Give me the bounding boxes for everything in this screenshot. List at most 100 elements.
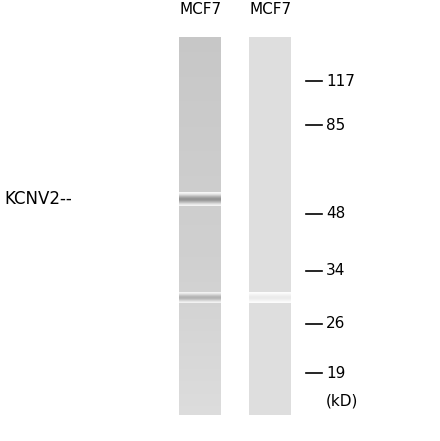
Bar — [249, 409, 291, 410]
Bar — [180, 282, 221, 283]
Bar — [180, 318, 221, 319]
Text: (kD): (kD) — [326, 393, 359, 408]
Bar — [249, 347, 291, 348]
Bar — [180, 367, 221, 368]
Bar — [249, 274, 291, 275]
Bar — [249, 279, 291, 280]
Bar — [180, 411, 221, 413]
Bar — [180, 396, 221, 397]
Bar — [180, 363, 221, 364]
Bar — [180, 213, 221, 214]
Bar — [249, 209, 291, 210]
Bar — [249, 295, 291, 296]
Bar — [249, 201, 291, 202]
Bar — [180, 379, 221, 381]
Bar — [249, 81, 291, 82]
Bar — [249, 308, 291, 310]
Bar — [249, 335, 291, 336]
Bar — [249, 124, 291, 125]
Bar — [249, 68, 291, 69]
Bar — [249, 108, 291, 109]
Bar — [180, 174, 221, 175]
Bar — [180, 330, 221, 331]
Bar — [180, 84, 221, 85]
Bar — [180, 212, 221, 213]
Bar — [180, 346, 221, 347]
Bar — [249, 158, 291, 159]
Bar — [249, 251, 291, 252]
Text: KCNV2--: KCNV2-- — [5, 190, 73, 208]
Bar — [249, 71, 291, 72]
Bar — [180, 304, 221, 305]
Bar — [249, 350, 291, 351]
Bar — [180, 287, 221, 288]
Bar — [180, 351, 221, 352]
Bar — [180, 356, 221, 357]
Bar — [180, 57, 221, 58]
Bar — [249, 367, 291, 368]
Bar — [249, 156, 291, 157]
Bar — [180, 409, 221, 410]
Bar — [249, 97, 291, 98]
Bar — [180, 185, 221, 187]
Bar — [180, 210, 221, 211]
Bar — [180, 272, 221, 273]
Bar — [180, 277, 221, 278]
Bar — [249, 182, 291, 183]
Bar — [249, 153, 291, 154]
Bar — [180, 294, 221, 295]
Bar — [180, 96, 221, 97]
Bar — [249, 392, 291, 393]
Bar — [180, 305, 221, 306]
Bar — [180, 68, 221, 69]
Bar — [249, 411, 291, 413]
Bar — [249, 382, 291, 383]
Bar — [180, 240, 221, 241]
Bar — [249, 336, 291, 337]
Bar — [180, 77, 221, 78]
Bar — [180, 314, 221, 315]
Bar — [249, 54, 291, 55]
Bar — [249, 187, 291, 188]
Bar — [180, 203, 221, 204]
Bar — [180, 296, 221, 297]
Bar — [249, 79, 291, 80]
Text: 117: 117 — [326, 74, 355, 89]
Bar — [180, 400, 221, 401]
Bar — [180, 390, 221, 391]
Bar — [249, 396, 291, 397]
Bar — [180, 388, 221, 389]
Bar — [180, 167, 221, 168]
Bar — [180, 67, 221, 68]
Bar — [180, 74, 221, 75]
Bar — [180, 66, 221, 67]
Bar — [249, 62, 291, 64]
Bar — [180, 375, 221, 376]
Bar — [249, 296, 291, 297]
Bar — [180, 414, 221, 415]
Bar — [249, 375, 291, 376]
Bar — [180, 194, 221, 195]
Bar — [249, 143, 291, 144]
Bar — [249, 211, 291, 212]
Bar — [180, 72, 221, 73]
Bar — [249, 364, 291, 365]
Bar — [180, 283, 221, 284]
Bar — [249, 60, 291, 61]
Bar — [249, 373, 291, 374]
Bar — [249, 196, 291, 197]
Bar — [180, 94, 221, 96]
Bar — [249, 178, 291, 179]
Bar — [249, 220, 291, 221]
Bar — [249, 180, 291, 181]
Bar — [180, 100, 221, 101]
Bar — [249, 291, 291, 292]
Bar — [180, 333, 221, 334]
Bar — [180, 403, 221, 404]
Bar — [180, 313, 221, 314]
Bar — [249, 317, 291, 318]
Bar — [249, 408, 291, 409]
Bar — [180, 209, 221, 210]
Bar — [249, 188, 291, 189]
Bar — [180, 46, 221, 47]
